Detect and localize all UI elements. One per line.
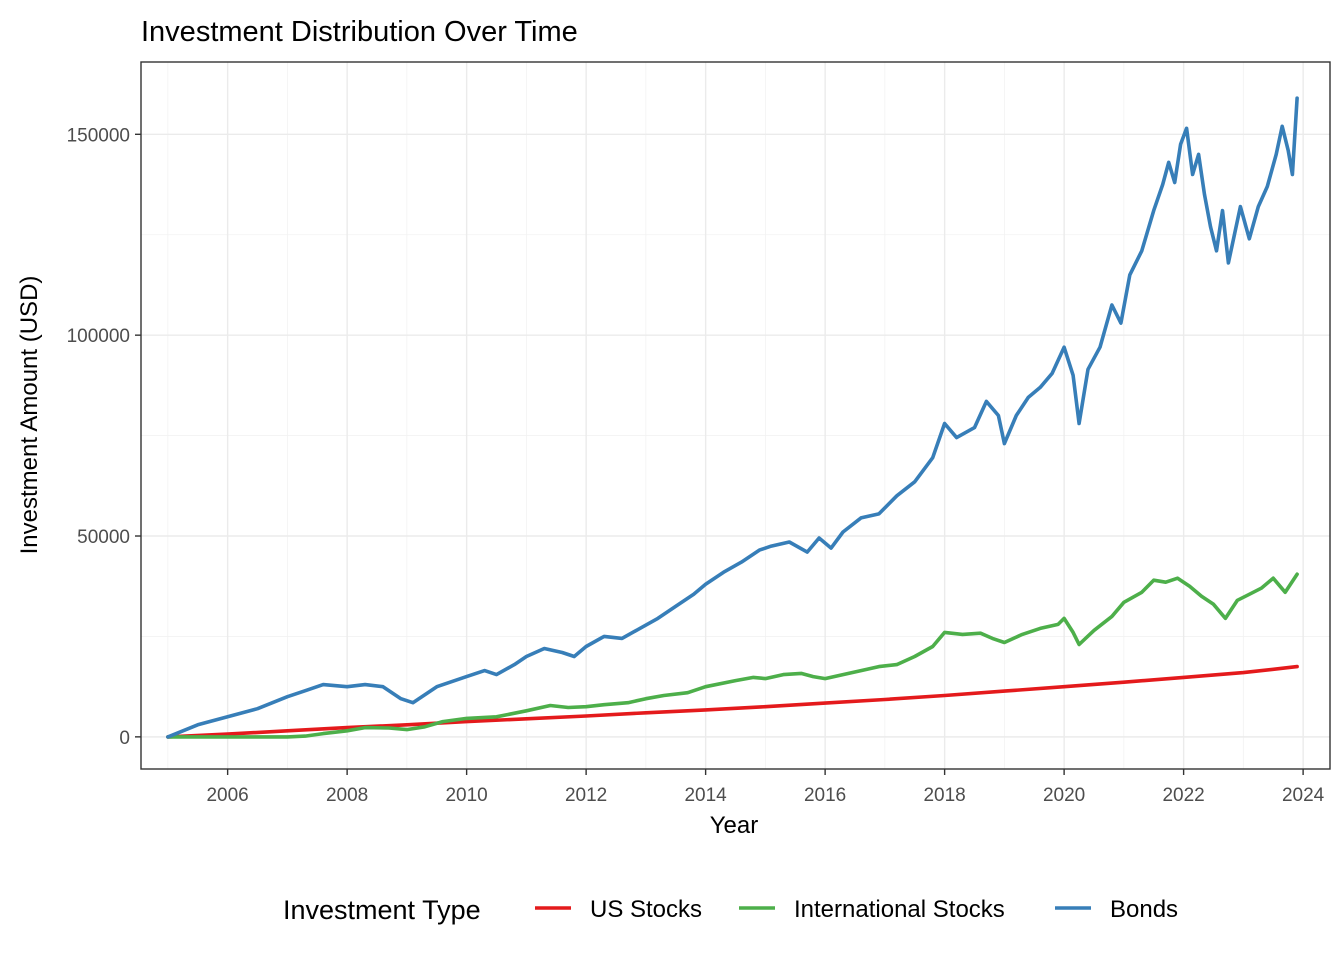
series-line-us-stocks <box>166 664 1299 739</box>
y-axis: 0 50000 100000 150000 <box>67 125 141 749</box>
plot-panel-border <box>140 61 1331 770</box>
y-tick-label: 100000 <box>67 326 130 347</box>
x-tick-label: 2012 <box>565 785 607 806</box>
y-tick-label: 0 <box>119 728 130 749</box>
series-line-international-stocks <box>166 572 1299 739</box>
y-tick-label: 50000 <box>77 527 130 548</box>
x-tick-label: 2020 <box>1043 785 1085 806</box>
legend-title: Investment Type <box>283 895 481 925</box>
series-lines <box>166 96 1299 739</box>
y-tick-label: 150000 <box>67 125 130 146</box>
y-axis-title: Investment Amount (USD) <box>16 276 43 555</box>
x-tick-label: 2006 <box>206 785 248 806</box>
legend-label-international-stocks: International Stocks <box>794 896 1005 923</box>
x-tick-label: 2010 <box>445 785 487 806</box>
series-line-bonds <box>166 96 1299 739</box>
chart-title: Investment Distribution Over Time <box>141 16 578 48</box>
x-axis: 2006 2008 2010 2012 2014 2016 2018 2020 2022 2024 <box>206 769 1325 806</box>
legend-label-us-stocks: US Stocks <box>590 896 702 923</box>
x-tick-label: 2022 <box>1162 785 1204 806</box>
x-tick-label: 2016 <box>804 785 846 806</box>
x-tick-label: 2014 <box>684 785 727 806</box>
x-axis-title: Year <box>710 812 759 839</box>
grid-lines <box>141 62 1330 769</box>
x-tick-label: 2008 <box>326 785 368 806</box>
legend-label-bonds: Bonds <box>1110 896 1178 923</box>
x-tick-label: 2018 <box>923 785 965 806</box>
x-tick-label: 2024 <box>1282 785 1325 806</box>
legend: Investment Type US Stocks International S… <box>283 895 1178 925</box>
